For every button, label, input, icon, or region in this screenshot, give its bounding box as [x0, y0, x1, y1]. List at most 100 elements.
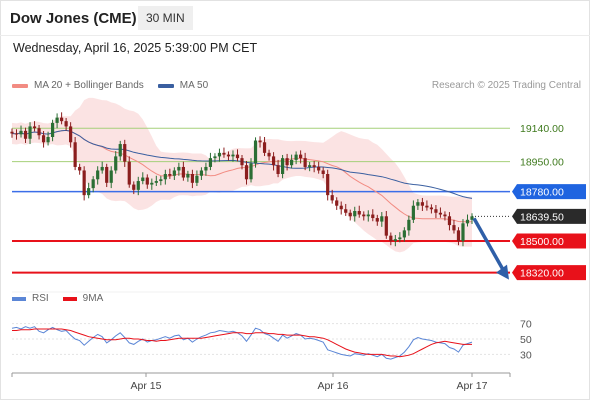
chart-datetime: Wednesday, April 16, 2025 5:39:00 PM CET [13, 41, 258, 55]
rsi-tick-2: 30 [520, 349, 532, 361]
candle-body-41 [195, 175, 199, 183]
candle-body-4 [28, 126, 32, 139]
legend-label-ma50: MA 50 [179, 80, 209, 91]
candle-body-86 [398, 237, 402, 240]
candle-body-88 [407, 219, 411, 231]
candle-body-26 [127, 161, 131, 185]
candle-body-15 [78, 166, 82, 171]
level-label-bg-5 [512, 265, 586, 281]
candle-body-24 [118, 144, 122, 157]
candle-body-67 [312, 165, 316, 167]
level-label-bg-3 [512, 208, 586, 224]
legend-swatch-ma20 [12, 83, 28, 88]
candle-body-81 [375, 218, 379, 222]
candle-body-73 [339, 205, 343, 210]
rsi-legend: RSI 9MA [12, 293, 117, 304]
rsi-line [11, 326, 473, 360]
candle-body-40 [190, 174, 194, 183]
candle-body-47 [222, 152, 226, 155]
candle-body-38 [181, 166, 185, 178]
candle-body-28 [136, 181, 140, 190]
bollinger-band [12, 97, 472, 253]
chart-header: Dow Jones (CME) 30 MIN [0, 0, 590, 36]
candle-body-16 [82, 170, 86, 196]
candle-body-2 [19, 130, 23, 135]
candle-body-57 [267, 152, 271, 157]
candle-body-44 [208, 158, 213, 167]
candle-body-60 [280, 158, 285, 174]
candle-body-13 [69, 126, 73, 143]
level-label-text-4: 18500.00 [520, 236, 564, 248]
candle-body-42 [199, 170, 204, 176]
legend-label-rsi: RSI [32, 293, 49, 304]
candle-body-79 [366, 214, 370, 217]
candle-body-35 [168, 174, 172, 176]
level-label-text-5: 18320.00 [520, 268, 564, 280]
level-label-text-2: 18780.00 [520, 187, 564, 199]
candle-body-64 [299, 154, 303, 159]
candle-body-37 [177, 166, 181, 171]
candle-body-93 [429, 207, 434, 210]
instrument-title: Dow Jones (CME) [10, 10, 137, 27]
x-tick-label-2: Apr 17 [457, 380, 488, 392]
level-label-1: 18950.00 [520, 157, 564, 169]
legend-label-ma20: MA 20 + Bollinger Bands [34, 80, 144, 91]
candle-body-95 [438, 212, 443, 215]
candle-body-43 [204, 166, 208, 171]
legend-swatch-rsi [12, 296, 26, 301]
candle-body-101 [465, 219, 470, 224]
candle-body-80 [371, 214, 375, 219]
candle-body-32 [154, 181, 158, 183]
candle-body-82 [380, 216, 384, 222]
candle-body-33 [159, 179, 163, 182]
candle-body-71 [330, 195, 334, 201]
x-tick-label-1: Apr 16 [318, 380, 349, 392]
candle-body-83 [384, 216, 388, 236]
candle-body-62 [290, 159, 294, 166]
candle-body-21 [105, 166, 109, 183]
candle-body-31 [150, 182, 154, 185]
candle-body-45 [213, 156, 217, 159]
legend-item-9ma: 9MA [62, 293, 103, 304]
legend-item-ma20: MA 20 + Bollinger Bands [12, 80, 144, 91]
candle-body-76 [353, 211, 357, 217]
candle-body-91 [420, 202, 424, 206]
candle-body-10 [55, 117, 59, 123]
candle-body-100 [461, 223, 465, 241]
candle-body-98 [452, 225, 456, 231]
candle-body-7 [41, 135, 46, 143]
x-tick-label-0: Apr 15 [131, 380, 162, 392]
candle-body-54 [253, 140, 258, 164]
candle-body-18 [91, 179, 95, 189]
candle-body-3 [23, 130, 28, 139]
price-legend: MA 20 + Bollinger Bands MA 50 [12, 80, 222, 91]
candle-body-72 [335, 200, 339, 206]
candle-body-17 [87, 188, 91, 196]
level-label-3: 18639.50 [512, 208, 586, 224]
legend-item-ma50: MA 50 [157, 80, 209, 91]
candle-body-84 [389, 235, 393, 241]
candle-body-30 [145, 177, 149, 185]
candle-body-68 [317, 166, 321, 171]
candle-body-27 [132, 184, 136, 190]
candle-body-58 [271, 156, 276, 166]
candle-body-34 [163, 174, 167, 180]
candle-body-52 [244, 165, 249, 180]
candle-body-49 [231, 154, 235, 157]
candle-body-65 [303, 158, 307, 167]
candle-body-102 [470, 216, 474, 220]
level-label-4: 18500.00 [512, 233, 586, 249]
candle-body-22 [109, 170, 113, 183]
candle-body-61 [285, 158, 289, 166]
candle-body-74 [344, 209, 348, 213]
candle-body-97 [447, 216, 452, 226]
rsi-tick-1: 50 [520, 334, 532, 346]
interval-badge[interactable]: 30 MIN [138, 6, 193, 30]
level-label-text-3: 18639.50 [520, 211, 564, 223]
level-label-5: 18320.00 [512, 265, 586, 281]
candle-body-69 [321, 170, 325, 174]
candle-body-19 [96, 170, 100, 180]
rsi-tick-0: 70 [520, 319, 532, 331]
candle-body-48 [226, 154, 231, 157]
